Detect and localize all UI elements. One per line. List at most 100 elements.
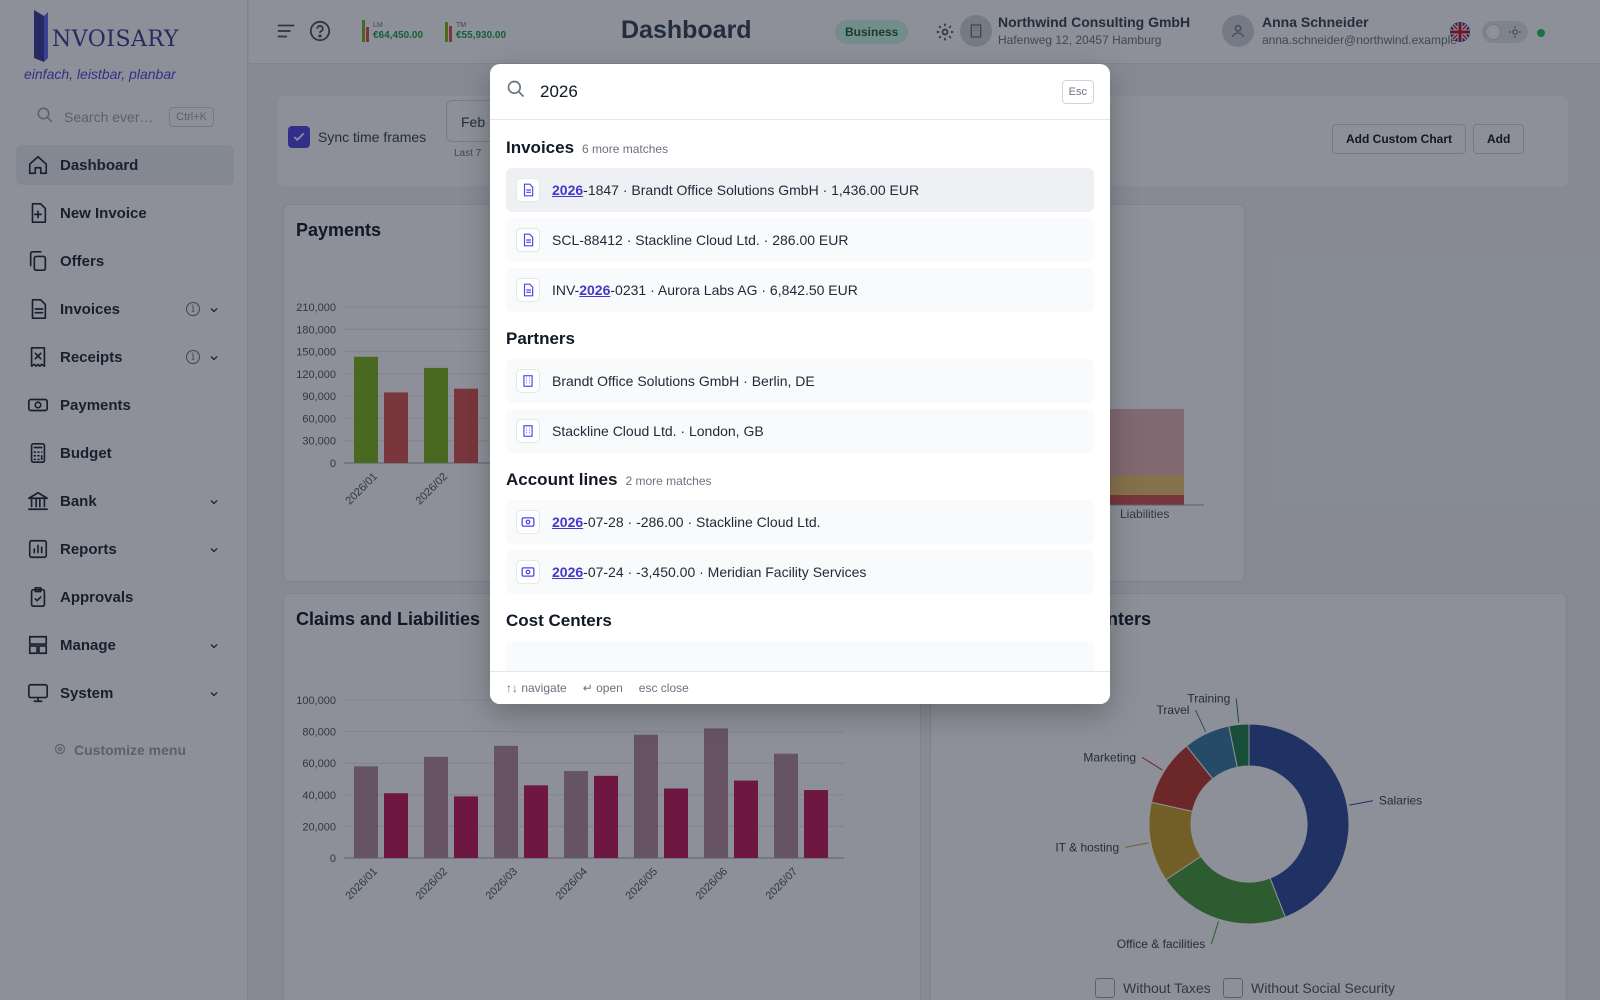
sidebar-item-payments[interactable]: Payments bbox=[16, 385, 234, 425]
invoices-more-matches[interactable]: 6 more matches bbox=[582, 142, 669, 156]
without-social-security-label: Without Social Security bbox=[1251, 980, 1395, 996]
match-highlight: 2026 bbox=[579, 282, 611, 298]
sidebar-item-label: Approvals bbox=[60, 588, 134, 606]
bar bbox=[804, 790, 828, 858]
result-text: Brandt Office Solutions GmbH · Berlin, D… bbox=[552, 373, 815, 389]
sync-time-frames-checkbox[interactable]: Sync time frames bbox=[288, 126, 426, 148]
account-lines-group-title: Account lines bbox=[506, 470, 618, 489]
chevron-down-icon[interactable] bbox=[208, 543, 220, 560]
esc-button[interactable]: Esc bbox=[1061, 79, 1094, 104]
settings-icon[interactable] bbox=[935, 22, 955, 47]
this-month-mini-chart bbox=[445, 20, 452, 42]
chevron-down-icon[interactable] bbox=[208, 687, 220, 704]
y-tick-label: 60,000 bbox=[302, 413, 336, 425]
sidebar-item-offers[interactable]: Offers bbox=[16, 241, 234, 281]
sidebar: NVOISARY einfach, leistbar, planbar Sear… bbox=[0, 0, 248, 1000]
chevron-down-icon[interactable] bbox=[208, 303, 220, 320]
company-switcher[interactable]: Northwind Consulting GmbH Hafenweg 12, 2… bbox=[960, 14, 1190, 47]
info-icon[interactable]: i bbox=[186, 350, 200, 364]
sidebar-item-system[interactable]: System bbox=[16, 673, 234, 713]
invoices-group-header: Invoices 6 more matches bbox=[506, 138, 1094, 158]
y-tick-label: 180,000 bbox=[296, 324, 336, 336]
info-icon[interactable]: i bbox=[186, 302, 200, 316]
cost-center-result[interactable] bbox=[506, 641, 1094, 671]
partners-results: Brandt Office Solutions GmbH · Berlin, D… bbox=[506, 359, 1094, 453]
invoice-result[interactable]: INV- 2026 -0231 · Aurora Labs AG · 6,842.5… bbox=[506, 268, 1094, 312]
sidebar-item-approvals[interactable]: Approvals bbox=[16, 577, 234, 617]
partners-group-title: Partners bbox=[506, 329, 575, 348]
y-tick-label: 210,000 bbox=[296, 302, 336, 314]
invoice-icon bbox=[516, 228, 540, 252]
app-logo[interactable]: NVOISARY bbox=[32, 4, 179, 62]
uk-flag-icon[interactable] bbox=[1450, 22, 1470, 47]
account-lines-more-matches[interactable]: 2 more matches bbox=[625, 474, 712, 488]
search-icon bbox=[506, 79, 526, 104]
sync-time-frames-label: Sync time frames bbox=[318, 129, 427, 145]
without-taxes-checkbox[interactable]: Without Taxes bbox=[1095, 978, 1211, 998]
sidebar-item-invoices[interactable]: Invoices i bbox=[16, 289, 234, 329]
add-button[interactable]: Add bbox=[1473, 124, 1525, 154]
result-text: -07-24 · -3,450.00 · Meridian Facility S… bbox=[583, 564, 867, 580]
bar bbox=[774, 753, 798, 858]
last-month-stat: LM €64,450.00 bbox=[362, 20, 423, 42]
add-custom-chart-button[interactable]: Add Custom Chart bbox=[1332, 124, 1466, 154]
sidebar-item-dashboard[interactable]: Dashboard bbox=[16, 145, 234, 185]
invoice-result[interactable]: 2026 -1847 · Brandt Office Solutions GmbH… bbox=[506, 168, 1094, 212]
y-tick-label: 100,000 bbox=[296, 695, 336, 707]
customize-menu-button[interactable]: Customize menu bbox=[54, 742, 186, 758]
y-tick-label: 120,000 bbox=[296, 369, 336, 381]
sidebar-item-label: Payments bbox=[60, 396, 131, 414]
theme-toggle[interactable] bbox=[1482, 21, 1528, 43]
cost-centers-group-title: Cost Centers bbox=[506, 611, 612, 630]
sidebar-item-manage[interactable]: Manage bbox=[16, 625, 234, 665]
menu-toggle-icon[interactable] bbox=[275, 20, 297, 47]
sidebar-item-label: System bbox=[60, 684, 114, 702]
theme-toggle-knob bbox=[1485, 24, 1501, 40]
user-avatar bbox=[1222, 14, 1254, 47]
y-tick-label: 30,000 bbox=[302, 436, 336, 448]
invoices-group-title: Invoices bbox=[506, 138, 575, 157]
chevron-down-icon[interactable] bbox=[208, 351, 220, 368]
cost-centers-group-header: Cost Centers bbox=[506, 611, 1094, 631]
donut-label: Marketing bbox=[1083, 750, 1136, 764]
sidebar-search[interactable]: Search ever… Ctrl+K bbox=[36, 104, 214, 130]
invoice-icon bbox=[516, 278, 540, 302]
page-title: Dashboard bbox=[621, 16, 752, 44]
sidebar-item-budget[interactable]: Budget bbox=[16, 433, 234, 473]
invoice-result[interactable]: SCL-88412 · Stackline Cloud Ltd. · 286.0… bbox=[506, 218, 1094, 262]
money-icon bbox=[26, 393, 50, 417]
sidebar-item-new-invoice[interactable]: New Invoice bbox=[16, 193, 234, 233]
sidebar-item-receipts[interactable]: Receipts i bbox=[16, 337, 234, 377]
bar bbox=[424, 367, 448, 463]
without-social-security-checkbox[interactable]: Without Social Security bbox=[1223, 978, 1395, 998]
user-menu[interactable]: Anna Schneider anna.schneider@northwind.… bbox=[1222, 14, 1457, 47]
account-line-result[interactable]: 2026 -07-24 · -3,450.00 · Meridian Facili… bbox=[506, 550, 1094, 594]
search-input[interactable]: 2026 bbox=[540, 81, 578, 101]
result-text: INV- bbox=[552, 282, 580, 298]
y-tick-label: 90,000 bbox=[302, 391, 336, 403]
help-icon[interactable] bbox=[309, 20, 331, 47]
company-name: Northwind Consulting GmbH bbox=[998, 14, 1191, 30]
donut-leader bbox=[1125, 842, 1149, 848]
sidebar-item-label: Bank bbox=[60, 492, 97, 510]
without-taxes-box bbox=[1095, 978, 1115, 998]
global-search-dialog: 2026 Esc Invoices 6 more matches 2026 -18… bbox=[490, 64, 1110, 704]
result-text: -07-28 · -286.00 · Stackline Cloud Ltd. bbox=[583, 514, 821, 530]
chevron-down-icon[interactable] bbox=[208, 639, 220, 656]
partner-result[interactable]: Brandt Office Solutions GmbH · Berlin, D… bbox=[506, 359, 1094, 403]
account-line-result[interactable]: 2026 -07-28 · -286.00 · Stackline Cloud L… bbox=[506, 500, 1094, 544]
sidebar-item-reports[interactable]: Reports bbox=[16, 529, 234, 569]
chevron-down-icon[interactable] bbox=[208, 495, 220, 512]
donut-leader bbox=[1349, 800, 1373, 806]
account-lines-group-header: Account lines 2 more matches bbox=[506, 470, 1094, 490]
sun-icon bbox=[1508, 25, 1522, 44]
logo-mark bbox=[32, 8, 50, 62]
sidebar-item-bank[interactable]: Bank bbox=[16, 481, 234, 521]
sidebar-item-label: Manage bbox=[60, 636, 116, 654]
result-text: -1847 · Brandt Office Solutions GmbH · 1… bbox=[583, 182, 920, 198]
this-month-stat: TM €55,930.00 bbox=[445, 20, 506, 42]
company-avatar bbox=[960, 14, 992, 47]
bar bbox=[454, 388, 478, 463]
partner-result[interactable]: Stackline Cloud Ltd. · London, GB bbox=[506, 409, 1094, 453]
bar bbox=[454, 796, 478, 858]
